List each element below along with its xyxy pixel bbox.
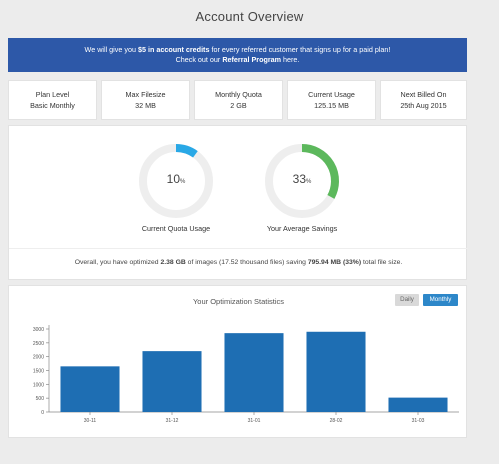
donut-charts [139, 144, 339, 218]
referral-banner: We will give you $5 in account credits f… [8, 38, 467, 72]
banner-line-1: We will give you $5 in account credits f… [84, 45, 391, 54]
quota-donut-arc [175, 144, 198, 158]
stat-label: Current Usage [308, 90, 355, 99]
bar [60, 366, 120, 412]
bar [224, 333, 284, 412]
stat-label: Max Filesize [125, 90, 166, 99]
stat-next-billed: Next Billed On 25th Aug 2015 [380, 80, 467, 120]
banner-line-2: Check out our Referral Program here. [175, 55, 300, 64]
y-tick-label: 1500 [33, 369, 44, 375]
stat-label: Plan Level [35, 90, 70, 99]
optimization-summary: Overall, you have optimized 2.38 GB of i… [74, 259, 403, 266]
y-tick-label: 0 [41, 410, 44, 416]
bar [388, 397, 448, 412]
optimization-stats-card: Your Optimization Statistics Daily Month… [8, 285, 467, 438]
daily-button[interactable]: Daily [395, 294, 419, 306]
x-tick-label: 31-12 [166, 418, 179, 424]
savings-donut-arc [301, 144, 339, 199]
page-title: Account Overview [195, 9, 304, 24]
chart-title: Your Optimization Statistics [192, 297, 284, 306]
summary-saved: 795.94 MB (33%) [307, 259, 362, 266]
y-tick-label: 2500 [33, 341, 44, 347]
stat-value: 25th Aug 2015 [400, 101, 447, 110]
stat-value: 2 GB [230, 101, 247, 110]
savings-value: 33% [292, 172, 312, 186]
stat-plan-level: Plan Level Basic Monthly [8, 80, 97, 120]
stat-value: Basic Monthly [30, 101, 75, 110]
y-tick-label: 1000 [33, 382, 44, 388]
x-tick-label: 31-03 [412, 418, 425, 424]
card-divider [9, 248, 468, 249]
referral-program-link[interactable]: Referral Program [222, 55, 282, 64]
quota-label: Current Quota Usage [141, 224, 211, 233]
stat-value: 125.15 MB [314, 101, 349, 110]
stat-label: Next Billed On [400, 90, 447, 99]
x-tick-label: 31-01 [248, 418, 261, 424]
stat-value: 32 MB [135, 101, 156, 110]
savings-label: Your Average Savings [266, 224, 338, 233]
summary-gb: 2.38 GB [160, 259, 186, 266]
bar [306, 331, 366, 412]
bar [142, 351, 202, 412]
stat-current-usage: Current Usage 125.15 MB [287, 80, 376, 120]
x-tick-label: 30-11 [84, 418, 97, 424]
monthly-button[interactable]: Monthly [423, 294, 458, 306]
stat-monthly-quota: Monthly Quota 2 GB [194, 80, 283, 120]
stat-max-filesize: Max Filesize 32 MB [101, 80, 190, 120]
credit-amount: $5 in account credits [137, 45, 210, 54]
optimization-bar-chart: 0 500 1000 1500 2000 2500 3000 30-11 31-12 31-01 2… [33, 325, 459, 424]
stat-label: Monthly Quota [215, 90, 262, 99]
usage-card: 10% 33% Current Quota Usage Your Average… [8, 125, 468, 280]
quota-value: 10% [166, 172, 186, 186]
y-tick-label: 3000 [33, 327, 44, 333]
y-tick-label: 500 [36, 396, 45, 402]
x-tick-label: 28-02 [330, 418, 343, 424]
y-tick-label: 2000 [33, 355, 44, 361]
